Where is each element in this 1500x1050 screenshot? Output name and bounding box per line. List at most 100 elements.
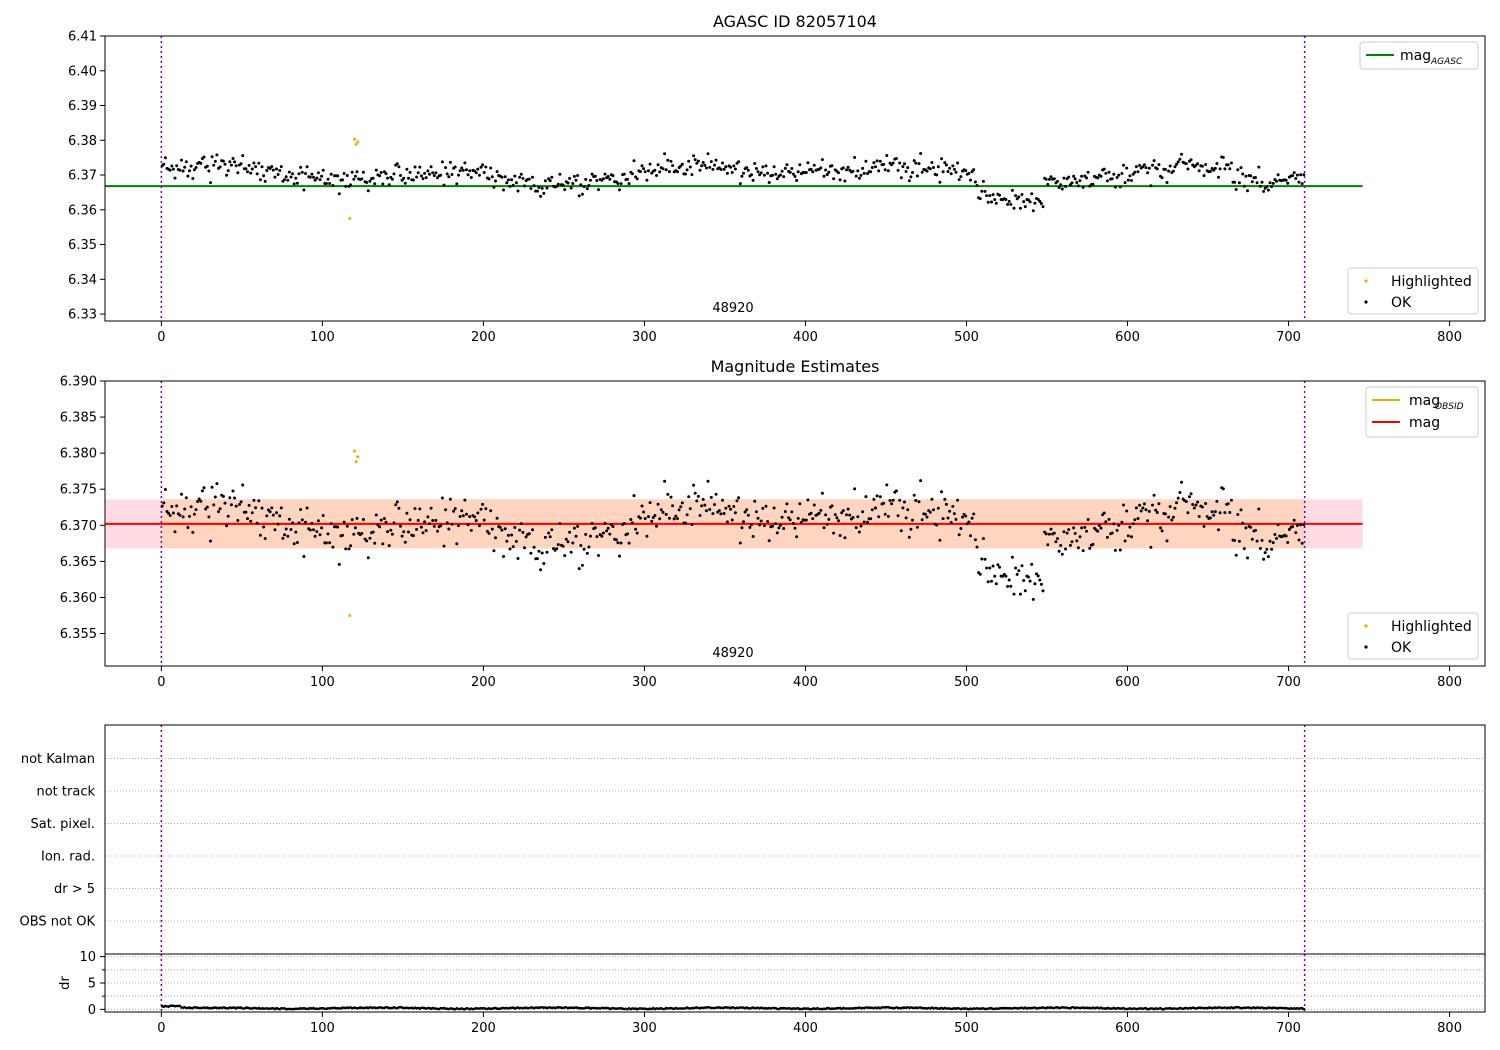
ok-point — [1044, 177, 1048, 181]
ok-point — [1076, 546, 1080, 550]
ok-point — [1262, 189, 1266, 193]
ok-point — [611, 525, 615, 528]
ok-point — [759, 171, 763, 175]
ok-point — [1009, 584, 1013, 588]
ok-point — [397, 165, 401, 169]
ok-point — [1117, 523, 1121, 527]
ok-point — [1250, 180, 1254, 184]
ok-point — [978, 572, 982, 576]
ok-point — [643, 517, 647, 520]
ok-point — [318, 533, 322, 537]
ok-point — [239, 162, 243, 166]
ok-point — [1276, 173, 1280, 177]
ok-point — [1186, 167, 1190, 171]
ok-point — [969, 534, 972, 538]
highlighted-point — [348, 217, 352, 220]
y-tick-label: 0 — [88, 1003, 96, 1018]
x-tick-label: 500 — [954, 1021, 979, 1036]
ok-point — [1152, 159, 1156, 163]
ok-point — [1049, 527, 1053, 531]
ok-point — [384, 520, 388, 524]
ok-point — [257, 499, 261, 503]
ok-point — [777, 526, 781, 530]
ok-point — [521, 530, 525, 534]
ok-point — [1249, 525, 1253, 529]
ok-point — [1263, 551, 1267, 555]
ok-point — [630, 172, 634, 176]
x-tick-label: 700 — [1276, 330, 1301, 345]
ok-point — [505, 181, 509, 185]
ok-point — [1154, 508, 1158, 512]
ok-point — [832, 177, 836, 181]
ok-point — [360, 177, 364, 181]
ok-point — [996, 563, 1000, 567]
ok-point — [647, 169, 650, 173]
ok-point — [658, 170, 662, 174]
ok-point — [832, 531, 836, 535]
ok-point — [294, 176, 298, 180]
ok-point — [790, 167, 794, 170]
ok-point — [898, 498, 902, 502]
ok-point — [1125, 166, 1129, 170]
ok-point — [967, 171, 971, 175]
ok-point — [957, 178, 961, 182]
ok-point — [1246, 556, 1249, 560]
ok-point — [1266, 188, 1270, 192]
ok-point — [394, 503, 398, 507]
ok-point — [349, 183, 353, 187]
ok-point — [605, 529, 609, 533]
ok-point — [1200, 505, 1204, 509]
ok-point — [545, 186, 549, 190]
ok-point — [909, 175, 913, 179]
ok-point — [915, 174, 919, 178]
ok-point — [857, 176, 861, 180]
obsid-annotation: 48920 — [712, 301, 753, 316]
ok-point — [764, 504, 768, 508]
ok-point — [994, 582, 998, 586]
ok-point — [556, 182, 560, 186]
ok-point — [969, 178, 972, 182]
ok-point — [1035, 572, 1038, 576]
ok-point — [793, 526, 797, 530]
ok-point — [276, 173, 280, 176]
ok-point — [1107, 170, 1111, 174]
ok-point — [457, 173, 460, 177]
ok-point — [1204, 163, 1208, 166]
ok-point — [196, 500, 200, 503]
ok-point — [658, 517, 662, 521]
ok-point — [537, 186, 541, 189]
ok-point — [458, 169, 462, 173]
ok-point — [1284, 534, 1288, 538]
ok-point — [337, 562, 341, 566]
ok-point — [874, 165, 877, 169]
ok-point — [846, 507, 850, 511]
ok-point — [711, 512, 715, 516]
ok-point — [1017, 569, 1021, 573]
ok-point — [494, 179, 497, 183]
ok-point — [1120, 172, 1124, 175]
highlighted-point — [354, 460, 358, 464]
ok-point — [424, 529, 428, 533]
ok-point — [985, 194, 989, 198]
ok-point — [745, 508, 749, 512]
ok-point — [1210, 510, 1214, 514]
ok-point — [1027, 575, 1030, 579]
ok-point — [461, 514, 465, 518]
ok-point — [890, 502, 894, 506]
ok-point — [537, 549, 541, 553]
legend-markers-box — [1347, 612, 1479, 660]
ok-point — [1299, 523, 1303, 527]
ok-point — [571, 541, 575, 545]
ok-point — [173, 176, 177, 180]
ok-point — [719, 168, 723, 171]
ok-point — [1208, 169, 1212, 173]
ok-point — [262, 174, 266, 178]
ok-point — [872, 497, 876, 501]
ok-point — [292, 182, 296, 186]
ok-point — [453, 507, 457, 511]
ok-point — [1286, 541, 1290, 544]
ok-point — [175, 504, 179, 508]
dr-point — [1302, 1007, 1306, 1011]
ok-point — [160, 504, 164, 508]
